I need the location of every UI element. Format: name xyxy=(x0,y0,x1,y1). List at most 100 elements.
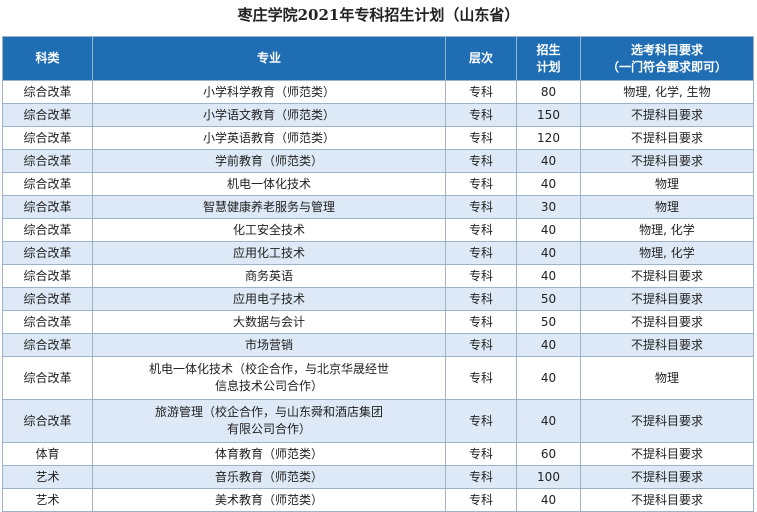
table-cell: 专科 xyxy=(445,195,517,219)
table-cell: 专科 xyxy=(445,442,517,466)
table-cell: 综合改革 xyxy=(2,264,93,288)
table-cell: 50 xyxy=(516,287,581,311)
cell-line: 化工安全技术 xyxy=(232,222,305,237)
table-row: 综合改革 旅游管理（校企合作，与山东舜和酒店集团 有限公司合作） 专科 40 不提科目要求 xyxy=(2,399,754,443)
table-cell: 音乐教育（师范类） xyxy=(92,465,446,489)
column-header: 层次 xyxy=(445,36,517,81)
table-cell: 不提科目要求 xyxy=(580,442,754,466)
table-cell: 综合改革 xyxy=(2,103,93,127)
table-row: 综合改革 小学英语教育（师范类） 专科 120 不提科目要求 xyxy=(2,126,754,150)
cell-line: 小学科学教育（师范类） xyxy=(202,84,335,99)
table-cell: 应用化工技术 xyxy=(92,241,446,265)
table-cell: 综合改革 xyxy=(2,356,93,400)
table-cell: 120 xyxy=(516,126,581,150)
table-cell: 物理, 化学, 生物 xyxy=(580,80,754,104)
table-cell: 学前教育（师范类） xyxy=(92,149,446,173)
cell-line: 学前教育（师范类） xyxy=(214,153,323,168)
table-cell: 专科 xyxy=(445,310,517,334)
cell-line: 机电一体化技术（校企合作，与北京华晟经世 xyxy=(148,362,389,376)
table-row: 综合改革 机电一体化技术（校企合作，与北京华晟经世 信息技术公司合作） 专科 40 物理 xyxy=(2,356,754,400)
table-cell: 机电一体化技术 xyxy=(92,172,446,196)
table-row: 综合改革 学前教育（师范类） 专科 40 不提科目要求 xyxy=(2,149,754,173)
table-cell: 不提科目要求 xyxy=(580,149,754,173)
table-cell: 市场营销 xyxy=(92,333,446,357)
table-cell: 不提科目要求 xyxy=(580,310,754,334)
table-cell: 物理 xyxy=(580,172,754,196)
cell-line: 招生 xyxy=(536,42,561,57)
table-cell: 体育教育（师范类） xyxy=(92,442,446,466)
column-header: 选考科目要求 （一门符合要求即可） xyxy=(580,36,754,81)
table-cell: 小学语文教育（师范类） xyxy=(92,103,446,127)
table-row: 综合改革 大数据与会计 专科 50 不提科目要求 xyxy=(2,310,754,334)
table-cell: 旅游管理（校企合作，与山东舜和酒店集团 有限公司合作） xyxy=(92,399,446,443)
table-cell: 40 xyxy=(516,356,581,400)
table-row: 综合改革 小学科学教育（师范类） 专科 80 物理, 化学, 生物 xyxy=(2,80,754,104)
table-cell: 应用电子技术 xyxy=(92,287,446,311)
cell-line: 应用电子技术 xyxy=(232,291,305,306)
table-cell: 综合改革 xyxy=(2,241,93,265)
cell-line: 大数据与会计 xyxy=(232,314,305,329)
table-cell: 专科 xyxy=(445,264,517,288)
table-cell: 小学英语教育（师范类） xyxy=(92,126,446,150)
table-cell: 不提科目要求 xyxy=(580,333,754,357)
table-cell: 40 xyxy=(516,172,581,196)
cell-line: 美术教育（师范类） xyxy=(214,492,323,507)
table-cell: 综合改革 xyxy=(2,126,93,150)
cell-line: （一门符合要求即可） xyxy=(606,59,727,74)
table-cell: 体育 xyxy=(2,442,93,466)
table-row: 综合改革 机电一体化技术 专科 40 物理 xyxy=(2,172,754,196)
table-cell: 物理, 化学 xyxy=(580,218,754,242)
cell-line: 音乐教育（师范类） xyxy=(214,469,323,484)
table-cell: 综合改革 xyxy=(2,149,93,173)
table-cell: 物理 xyxy=(580,195,754,219)
cell-line: 商务英语 xyxy=(244,268,293,283)
table-cell: 专科 xyxy=(445,241,517,265)
table-cell: 商务英语 xyxy=(92,264,446,288)
cell-line: 计划 xyxy=(536,59,561,74)
cell-line: 市场营销 xyxy=(244,337,293,352)
table-cell: 专科 xyxy=(445,218,517,242)
cell-line: 体育教育（师范类） xyxy=(214,446,323,461)
cell-line: 智慧健康养老服务与管理 xyxy=(202,199,335,214)
table-cell: 40 xyxy=(516,333,581,357)
table-cell: 40 xyxy=(516,149,581,173)
table-body: 综合改革 小学科学教育（师范类） 专科 80 物理, 化学, 生物 综合改革 小学语文教育（… xyxy=(2,80,754,512)
table-cell: 30 xyxy=(516,195,581,219)
cell-line: 应用化工技术 xyxy=(232,245,305,260)
table-cell: 智慧健康养老服务与管理 xyxy=(92,195,446,219)
table-cell: 专科 xyxy=(445,488,517,512)
table-cell: 专科 xyxy=(445,333,517,357)
table-cell: 100 xyxy=(516,465,581,489)
table-cell: 综合改革 xyxy=(2,172,93,196)
table-row: 综合改革 化工安全技术 专科 40 物理, 化学 xyxy=(2,218,754,242)
table-cell: 艺术 xyxy=(2,465,93,489)
table-cell: 40 xyxy=(516,399,581,443)
table-cell: 化工安全技术 xyxy=(92,218,446,242)
table-cell: 物理, 化学 xyxy=(580,241,754,265)
table-cell: 不提科目要求 xyxy=(580,399,754,443)
table-cell: 专科 xyxy=(445,172,517,196)
table-cell: 综合改革 xyxy=(2,287,93,311)
table-cell: 艺术 xyxy=(2,488,93,512)
table-cell: 不提科目要求 xyxy=(580,103,754,127)
table-cell: 机电一体化技术（校企合作，与北京华晟经世 信息技术公司合作） xyxy=(92,356,446,400)
table-cell: 综合改革 xyxy=(2,195,93,219)
table-cell: 不提科目要求 xyxy=(580,465,754,489)
cell-line: 层次 xyxy=(468,51,493,65)
cell-line: 选考科目要求 xyxy=(630,42,703,57)
table-row: 综合改革 应用化工技术 专科 40 物理, 化学 xyxy=(2,241,754,265)
table-row: 综合改革 应用电子技术 专科 50 不提科目要求 xyxy=(2,287,754,311)
table-row: 综合改革 小学语文教育（师范类） 专科 150 不提科目要求 xyxy=(2,103,754,127)
cell-line: 专业 xyxy=(256,51,281,65)
table-cell: 综合改革 xyxy=(2,80,93,104)
table-cell: 综合改革 xyxy=(2,218,93,242)
column-header: 招生 计划 xyxy=(516,36,581,81)
column-header: 专业 xyxy=(92,36,446,81)
table-cell: 专科 xyxy=(445,103,517,127)
table-cell: 专科 xyxy=(445,465,517,489)
title: 枣庄学院2021年专科招生计划（山东省） xyxy=(237,6,520,24)
cell-line: 科类 xyxy=(35,51,60,65)
table-cell: 40 xyxy=(516,488,581,512)
table-row: 综合改革 商务英语 专科 40 不提科目要求 xyxy=(2,264,754,288)
